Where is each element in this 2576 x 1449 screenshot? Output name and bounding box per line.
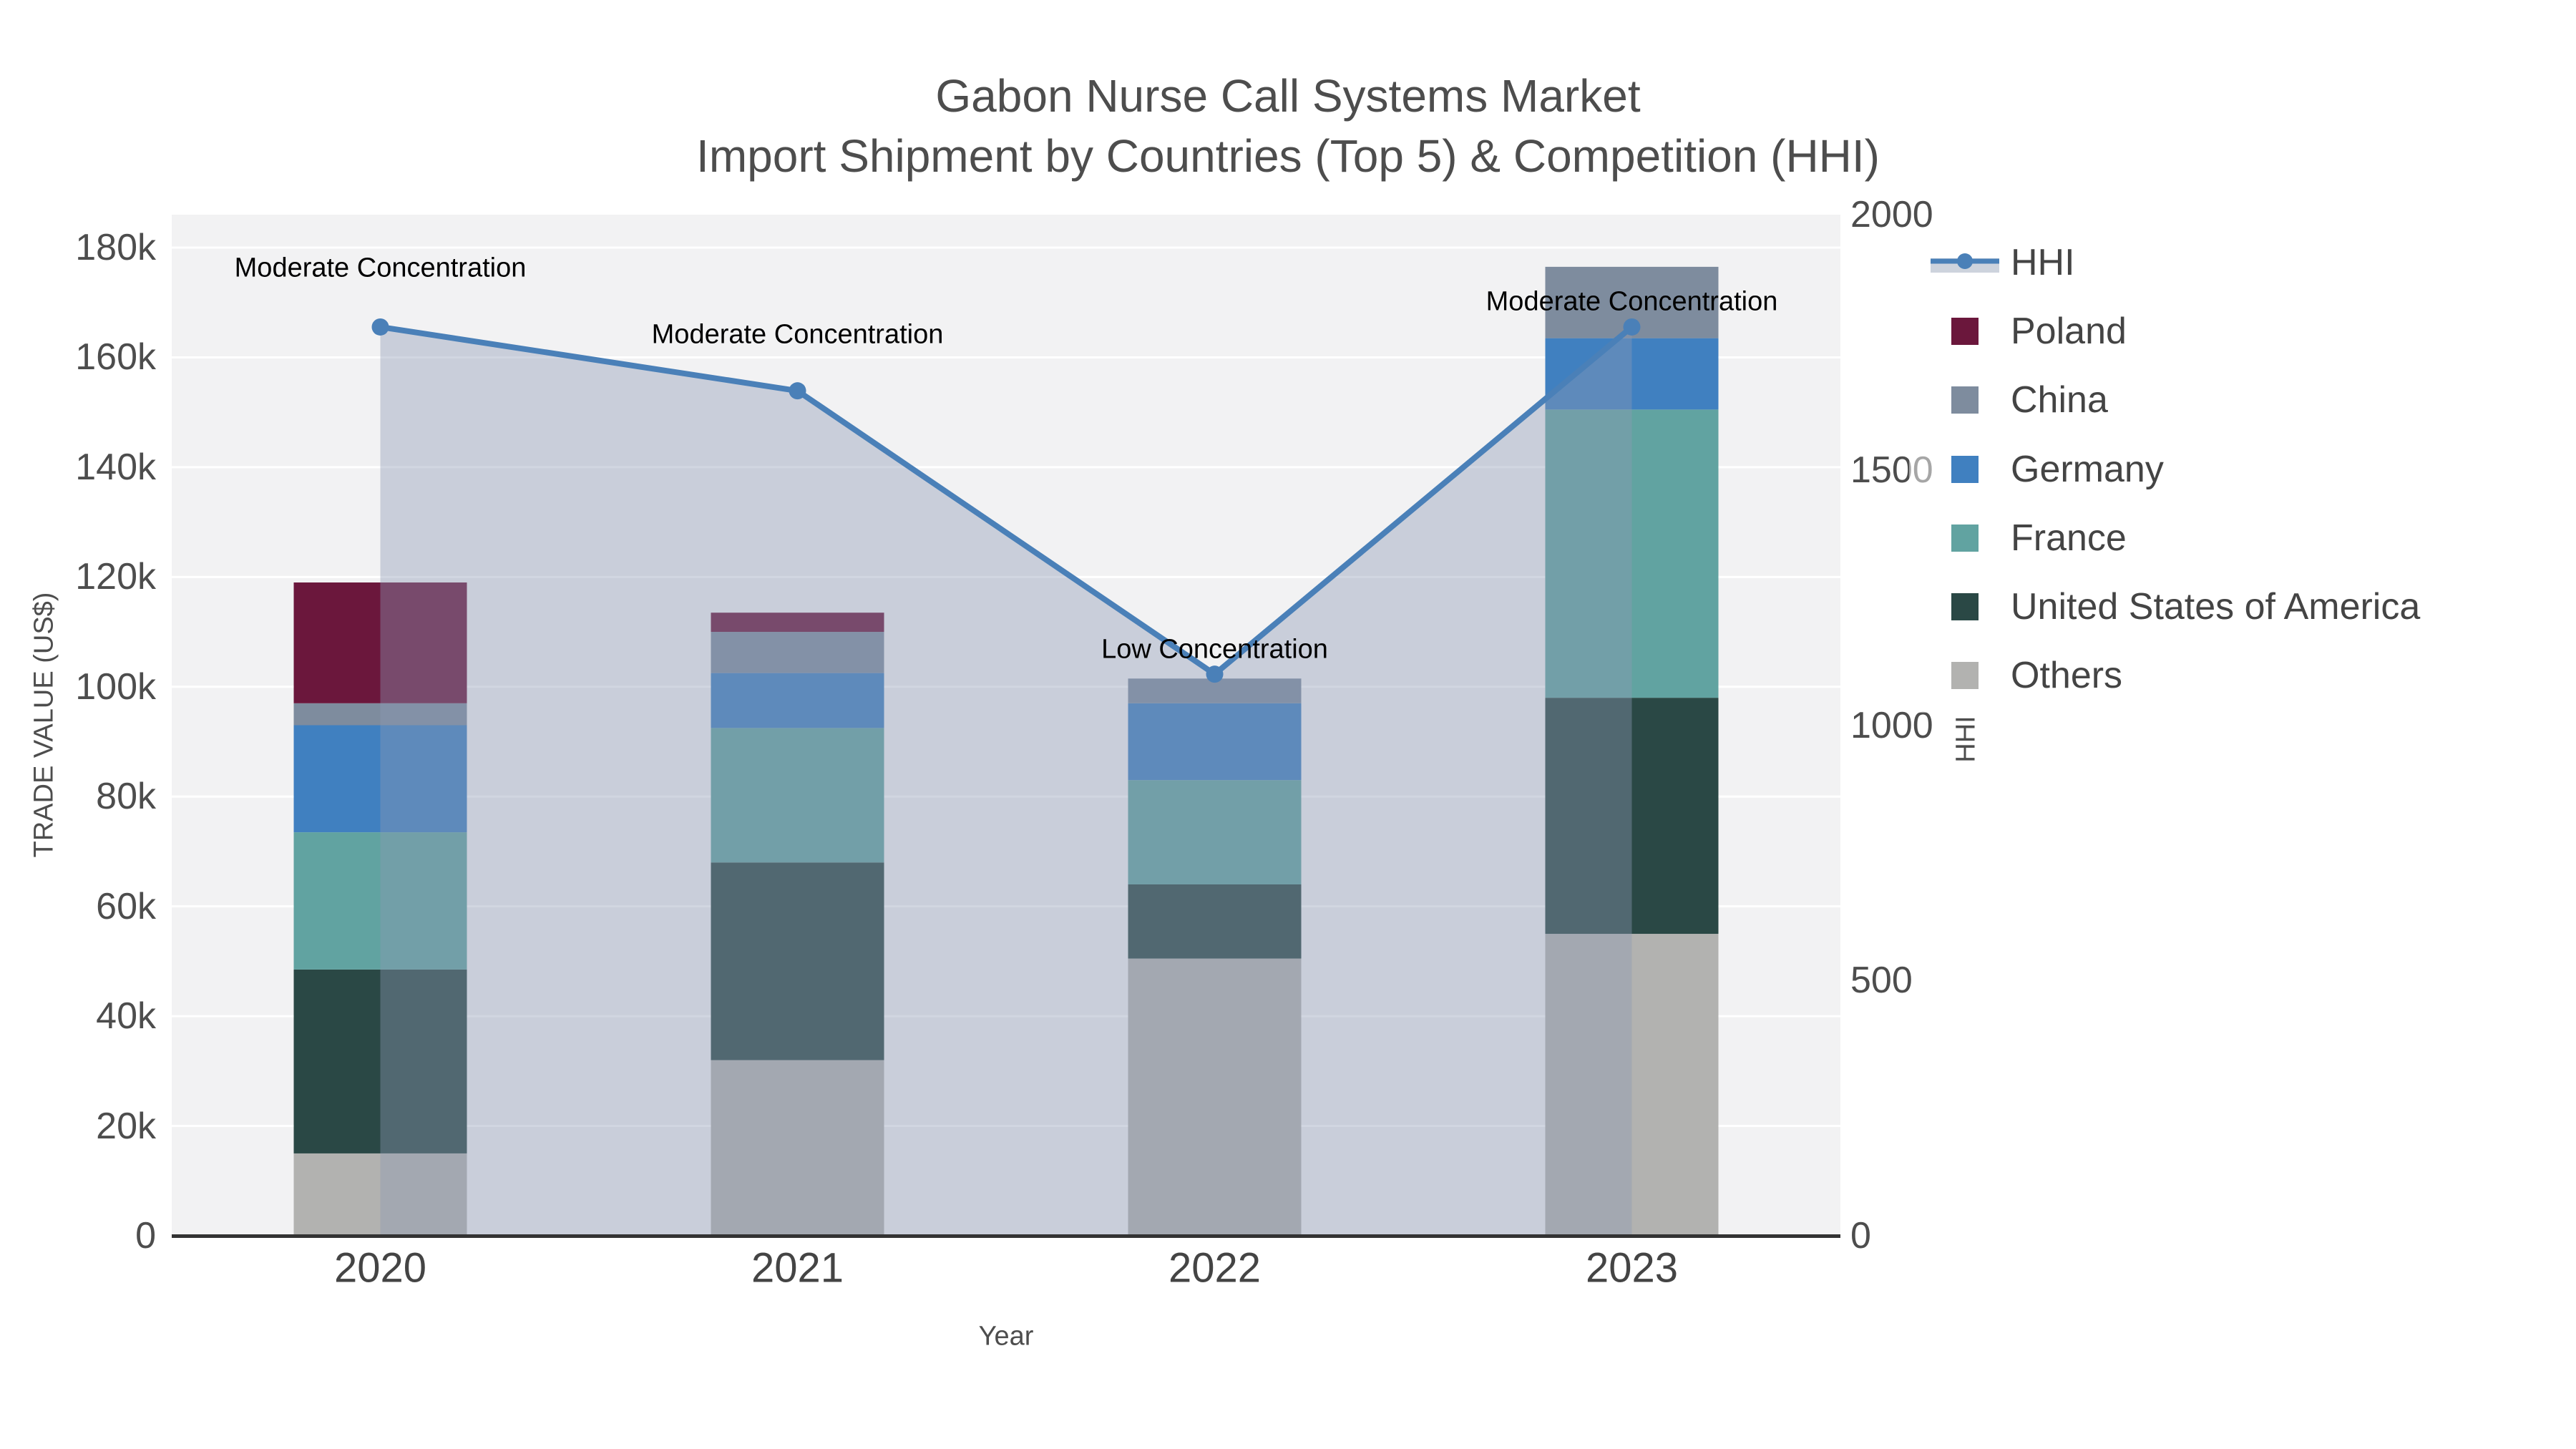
annotation-moderate-concentration-2023: Moderate Concentration [1485, 286, 1778, 317]
y-left-tick-60k: 60k [96, 885, 156, 927]
color-swatch [1951, 662, 1979, 690]
legend-item-france[interactable]: France [1909, 504, 2127, 572]
color-swatch [1951, 318, 1979, 346]
annotation-low-concentration-2022: Low Concentration [1101, 634, 1328, 665]
legend-label: Others [2011, 655, 2123, 697]
hhi-marker-2021[interactable] [789, 382, 806, 400]
hhi-area-fill [380, 326, 1632, 1236]
legend-label: HHI [2011, 242, 2075, 283]
x-tick-2020: 2020 [333, 1244, 427, 1292]
bar-segment-poland-2020[interactable] [293, 582, 467, 703]
color-swatch [1951, 386, 1979, 414]
color-swatch [1951, 524, 1979, 552]
y-left-tick-0: 0 [135, 1215, 156, 1257]
legend-item-others[interactable]: Others [1909, 641, 2122, 710]
bar-segment-germany-2021[interactable] [711, 673, 884, 728]
legend: HHI Poland China Germany France United States… [1909, 228, 2575, 713]
legend-label: United States of America [2011, 586, 2421, 628]
y-left-tick-20k: 20k [96, 1105, 156, 1147]
color-swatch [1951, 593, 1979, 620]
bar-segment-united-states-of-america-2021[interactable] [711, 862, 884, 1060]
bar-segment-china-2020[interactable] [293, 703, 467, 726]
legend-label: Poland [2011, 311, 2127, 353]
bar-segment-france-2022[interactable] [1128, 780, 1302, 884]
bar-segment-china-2021[interactable] [711, 632, 884, 673]
bar-segment-united-states-of-america-2022[interactable] [1128, 884, 1302, 959]
legend-item-hhi[interactable]: HHI [1909, 228, 2075, 297]
others-swatch-icon [1931, 658, 1999, 693]
united-states-of-america-swatch-icon [1931, 590, 1999, 624]
hhi-line-legend-icon [1931, 245, 1999, 280]
bar-segment-others-2021[interactable] [711, 1060, 884, 1236]
legend-item-united-states-of-america[interactable]: United States of America [1909, 572, 2420, 641]
hhi-marker-2023[interactable] [1623, 318, 1641, 336]
legend-label: Germany [2011, 448, 2164, 490]
x-tick-2023: 2023 [1585, 1244, 1679, 1292]
y-right-tick-500: 500 [1850, 960, 1913, 1002]
y-right-tick-0: 0 [1850, 1215, 1871, 1257]
bar-segment-others-2020[interactable] [293, 1153, 467, 1236]
germany-swatch-icon [1931, 452, 1999, 487]
poland-swatch-icon [1931, 314, 1999, 348]
legend-item-germany[interactable]: Germany [1909, 435, 2164, 504]
legend-item-china[interactable]: China [1909, 366, 2108, 434]
bar-segment-others-2023[interactable] [1545, 934, 1719, 1236]
x-tick-2021: 2021 [751, 1244, 844, 1292]
bar-segment-united-states-of-america-2020[interactable] [293, 969, 467, 1153]
bar-segment-france-2021[interactable] [711, 728, 884, 863]
x-axis-title: Year [978, 1321, 1034, 1352]
hhi-line [379, 324, 1634, 678]
bar-segment-france-2023[interactable] [1545, 409, 1719, 698]
color-swatch [1951, 455, 1979, 483]
y-left-tick-180k: 180k [75, 227, 156, 269]
y-left-tick-100k: 100k [75, 665, 156, 708]
y-left-tick-140k: 140k [75, 446, 156, 488]
y-left-tick-160k: 160k [75, 336, 156, 379]
y-left-tick-40k: 40k [96, 995, 156, 1038]
legend-item-poland[interactable]: Poland [1909, 297, 2127, 366]
x-tick-2022: 2022 [1168, 1244, 1262, 1292]
bar-segment-united-states-of-america-2023[interactable] [1545, 698, 1719, 935]
france-swatch-icon [1931, 521, 1999, 555]
x-axis-line [172, 1234, 1840, 1238]
bar-segment-others-2022[interactable] [1128, 958, 1302, 1236]
y-right-axis-title: HHI [1951, 716, 1981, 763]
legend-label: China [2011, 379, 2108, 421]
annotation-moderate-concentration-2021: Moderate Concentration [651, 319, 944, 350]
y-left-tick-80k: 80k [96, 776, 156, 818]
legend-label: France [2011, 517, 2127, 559]
bar-segment-france-2020[interactable] [293, 832, 467, 970]
hhi-marker-2022[interactable] [1206, 665, 1224, 683]
china-swatch-icon [1931, 383, 1999, 417]
chart-title-line2: Import Shipment by Countries (Top 5) & C… [696, 130, 1880, 182]
hhi-marker-2020[interactable] [371, 318, 389, 336]
bar-segment-poland-2021[interactable] [711, 613, 884, 633]
y-left-tick-120k: 120k [75, 556, 156, 598]
bar-segment-germany-2022[interactable] [1128, 703, 1302, 781]
annotation-moderate-concentration-2020: Moderate Concentration [234, 253, 527, 283]
bar-segment-germany-2020[interactable] [293, 725, 467, 833]
chart-title-line1: Gabon Nurse Call Systems Market [935, 70, 1641, 122]
